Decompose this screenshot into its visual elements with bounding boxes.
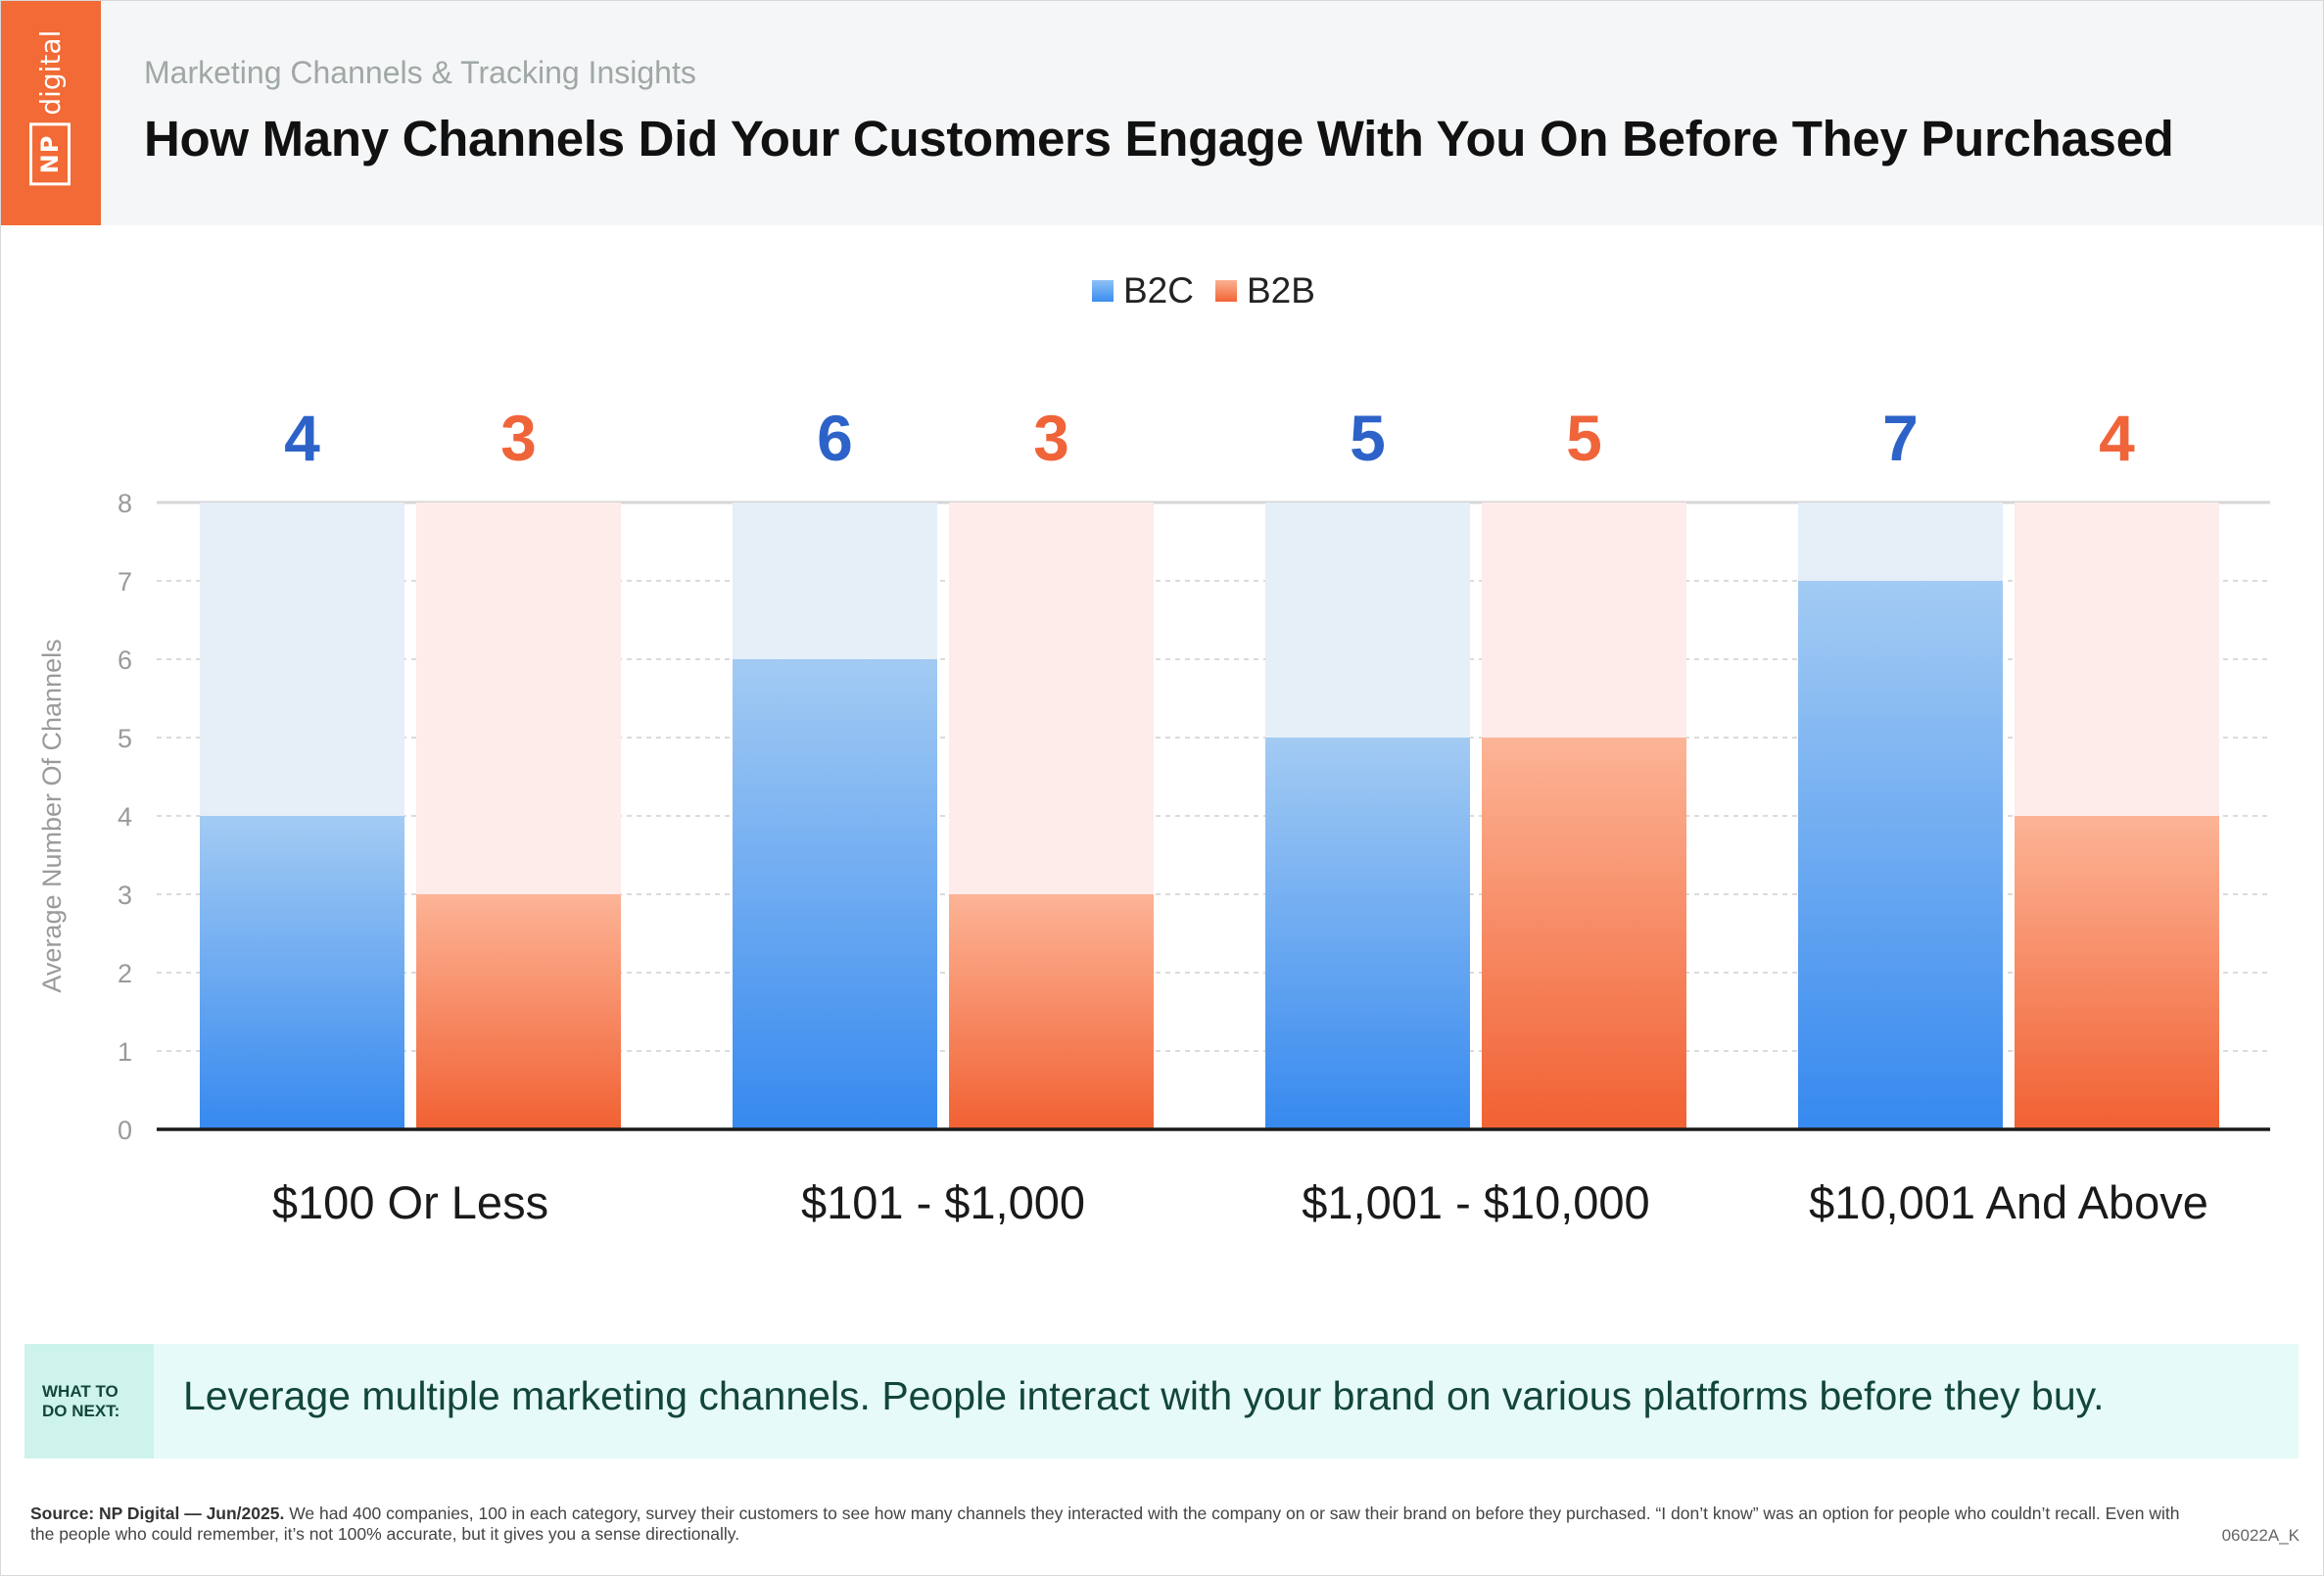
bar-chart: 0 1 2 3 4 5 6 7 8 Average Number Of Channels 4 3 $10… [37, 402, 2270, 1228]
header-kicker: Marketing Channels & Tracking Insights [144, 55, 696, 90]
bar-b2b [1482, 738, 1686, 1129]
callout-tag: WHAT TO DO NEXT: [24, 1344, 154, 1458]
legend-label-b2c: B2C [1123, 270, 1194, 310]
data-label-b2b: 5 [1566, 402, 1602, 474]
x-category-label: $10,001 And Above [1809, 1176, 2208, 1228]
x-category-label: $1,001 - $10,000 [1302, 1176, 1649, 1228]
y-tick-label: 8 [118, 489, 132, 518]
y-tick-label: 7 [118, 567, 132, 597]
data-label-b2c: 7 [1882, 402, 1919, 474]
data-label-b2b: 4 [2099, 402, 2135, 474]
x-category-label: $101 - $1,000 [801, 1176, 1085, 1228]
bar-b2b [416, 894, 621, 1129]
header: NP digital Marketing Channels & Tracking… [0, 0, 2324, 225]
y-tick-label: 2 [118, 959, 132, 988]
legend-item-b2b: B2B [1214, 270, 1315, 311]
legend-label-b2b: B2B [1246, 270, 1315, 310]
what-to-do-next-callout: WHAT TO DO NEXT: Leverage multiple marke… [24, 1344, 2299, 1458]
bar-b2b [2015, 816, 2219, 1129]
legend-swatch-b2c [1092, 280, 1114, 302]
data-label-b2b: 3 [1033, 402, 1069, 474]
chart-title: How Many Channels Did Your Customers Eng… [144, 111, 2174, 167]
y-axis-label: Average Number Of Channels [37, 639, 67, 992]
source-label: Source: NP Digital — Jun/2025. [30, 1504, 285, 1523]
callout-tag-label: WHAT TO DO NEXT: [42, 1381, 120, 1420]
data-label-b2c: 4 [284, 402, 320, 474]
data-label-b2c: 5 [1350, 402, 1386, 474]
bar-b2c [1265, 738, 1470, 1129]
np-digital-logo: NP digital [0, 0, 101, 225]
x-category-label: $100 Or Less [272, 1176, 548, 1228]
y-tick-label: 5 [118, 724, 132, 753]
bar-b2c [733, 659, 937, 1129]
chart-legend: B2C B2B [1092, 270, 1315, 311]
bar-b2c [200, 816, 404, 1129]
legend-item-b2c: B2C [1092, 270, 1194, 311]
document-code: 06022A_K [2221, 1526, 2300, 1545]
y-tick-label: 3 [118, 881, 132, 910]
data-label-b2b: 3 [500, 402, 537, 474]
callout-text: Leverage multiple marketing channels. Pe… [183, 1373, 2105, 1418]
y-tick-label: 1 [118, 1037, 132, 1067]
y-tick-label: 4 [118, 802, 132, 832]
y-tick-label: 0 [118, 1116, 132, 1145]
data-label-b2c: 6 [817, 402, 853, 474]
bar-b2b [949, 894, 1154, 1129]
source-footnote: Source: NP Digital — Jun/2025. We had 40… [30, 1504, 2205, 1545]
bar-b2c [1798, 581, 2003, 1129]
y-tick-label: 6 [118, 645, 132, 675]
legend-swatch-b2b [1214, 280, 1237, 302]
source-text: We had 400 companies, 100 in each catego… [30, 1504, 2180, 1544]
